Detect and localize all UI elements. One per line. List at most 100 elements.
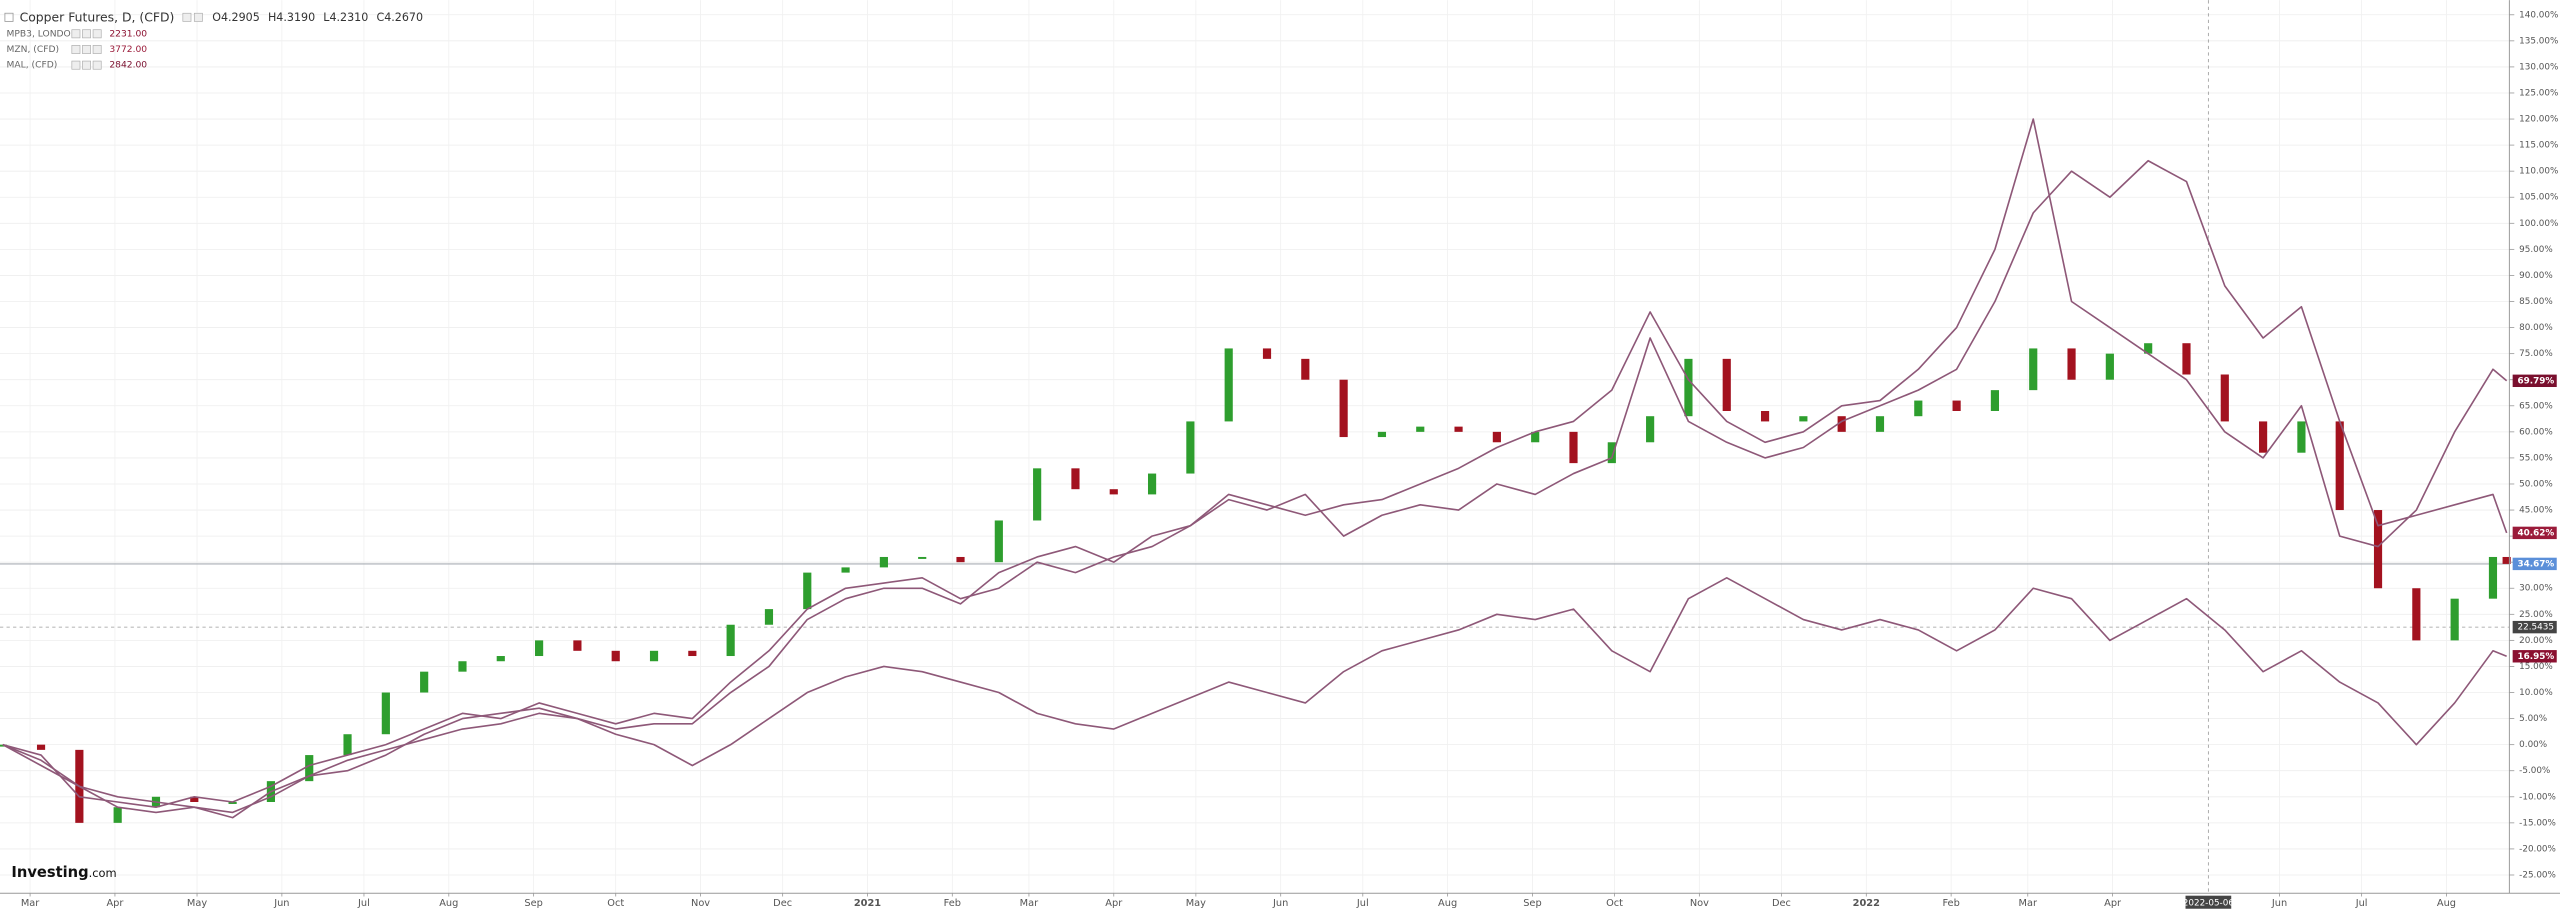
x-tick-label: Aug — [439, 898, 458, 909]
x-tick-label: Jul — [1356, 898, 1369, 909]
legend-value: 2842.00 — [109, 61, 147, 71]
candle — [535, 640, 543, 656]
candle — [2489, 557, 2497, 599]
candle — [497, 656, 505, 661]
candle — [803, 573, 811, 609]
x-tick-label: Apr — [106, 898, 124, 909]
page: {"chart_data":{ "type":"candlestick", "t… — [0, 0, 2560, 913]
candle — [2029, 348, 2037, 390]
y-tick-label: 30.00% — [2519, 584, 2553, 594]
y-tick-label: 20.00% — [2519, 636, 2553, 646]
x-tick-label: Nov — [1690, 898, 1709, 909]
candle — [1071, 468, 1079, 489]
legend-ohlc: C4.2670 — [376, 11, 423, 24]
x-tick-label: Jun — [2271, 898, 2287, 909]
candle — [842, 567, 850, 572]
y-tick-label: 100.00% — [2519, 219, 2558, 229]
candle — [2221, 374, 2229, 421]
candle — [1378, 432, 1386, 437]
candle — [382, 693, 390, 735]
x-tick-label: Apr — [2104, 898, 2122, 909]
candle — [2182, 343, 2190, 374]
y-tick-label: 75.00% — [2519, 349, 2553, 359]
candle — [1646, 416, 1654, 442]
legend-title: Copper Futures, D, (CFD) — [20, 10, 175, 25]
x-tick-label: Mar — [1020, 898, 1039, 909]
candle — [2106, 354, 2114, 380]
candle — [1416, 427, 1424, 432]
chart: 140.00%135.00%130.00%125.00%120.00%115.0… — [0, 0, 2560, 913]
y-tick-label: 65.00% — [2519, 401, 2553, 411]
y-tick-label: 135.00% — [2519, 36, 2558, 46]
x-tick-label: May — [1186, 898, 1206, 909]
legend-ohlc: H4.3190 — [268, 11, 315, 24]
candle — [1953, 401, 1961, 411]
legend-button[interactable] — [194, 13, 202, 21]
x-tick-label: Jul — [357, 898, 370, 909]
legend-button — [72, 30, 80, 38]
y-tick-label: 105.00% — [2519, 193, 2558, 203]
candle — [2297, 421, 2305, 452]
legend-ohlc: O4.2905 — [212, 11, 260, 24]
candle — [2412, 588, 2420, 640]
legend-button — [93, 30, 101, 38]
x-tick-label: Jun — [1272, 898, 1288, 909]
candle — [650, 651, 658, 661]
candle — [1761, 411, 1769, 421]
candle — [1033, 468, 1041, 520]
x-tick-label: Apr — [1105, 898, 1123, 909]
candle — [2374, 510, 2382, 588]
x-tick-label: Dec — [773, 898, 792, 909]
y-tick-label: 60.00% — [2519, 427, 2553, 437]
y-tick-label: -20.00% — [2519, 844, 2556, 854]
crosshair-y-label: 22.5435 — [2518, 623, 2554, 633]
legend-name: MPB3, LONDON — [7, 29, 78, 39]
candle — [956, 557, 964, 562]
candle — [995, 520, 1003, 562]
candle — [880, 557, 888, 567]
candle — [1876, 416, 1884, 432]
x-tick-label: Jul — [2355, 898, 2368, 909]
y-tick-label: 115.00% — [2519, 141, 2558, 151]
last-value-label: 34.67% — [2518, 559, 2555, 569]
x-tick-label: Oct — [1606, 898, 1623, 909]
candle — [458, 661, 466, 671]
legend-button — [82, 30, 90, 38]
x-tick-label: Oct — [607, 898, 624, 909]
legend-name: MAL, (CFD) — [7, 61, 58, 71]
candle — [2259, 421, 2267, 452]
candle — [2336, 421, 2344, 510]
y-tick-label: 110.00% — [2519, 167, 2558, 177]
x-tick-label: Mar — [2019, 898, 2038, 909]
y-tick-label: 120.00% — [2519, 115, 2558, 125]
candle — [1608, 442, 1616, 463]
legend-button — [93, 61, 101, 69]
candle — [1493, 432, 1501, 442]
candle — [688, 651, 696, 656]
legend-value: 2231.00 — [109, 29, 147, 39]
x-tick-label: Feb — [1942, 898, 1959, 909]
candle — [1684, 359, 1692, 416]
x-tick-label: Jun — [273, 898, 289, 909]
last-value-label: 16.95% — [2518, 652, 2555, 662]
legend-button[interactable] — [183, 13, 191, 21]
x-tick-label: Aug — [2437, 898, 2456, 909]
candle — [1340, 380, 1348, 437]
y-tick-label: 125.00% — [2519, 88, 2558, 98]
candle — [765, 609, 773, 625]
y-tick-label: 0.00% — [2519, 740, 2547, 750]
x-tick-label: Aug — [1438, 898, 1457, 909]
candle — [1186, 421, 1194, 473]
candle — [1225, 348, 1233, 421]
candle — [1110, 489, 1118, 494]
candle — [573, 640, 581, 650]
x-tick-label: Sep — [524, 898, 542, 909]
background — [0, 0, 2560, 913]
y-tick-label: 10.00% — [2519, 688, 2553, 698]
candle — [1723, 359, 1731, 411]
x-tick-label: Dec — [1772, 898, 1791, 909]
candle — [420, 672, 428, 693]
candle — [1799, 416, 1807, 421]
y-tick-label: 85.00% — [2519, 297, 2553, 307]
candle — [37, 745, 45, 750]
